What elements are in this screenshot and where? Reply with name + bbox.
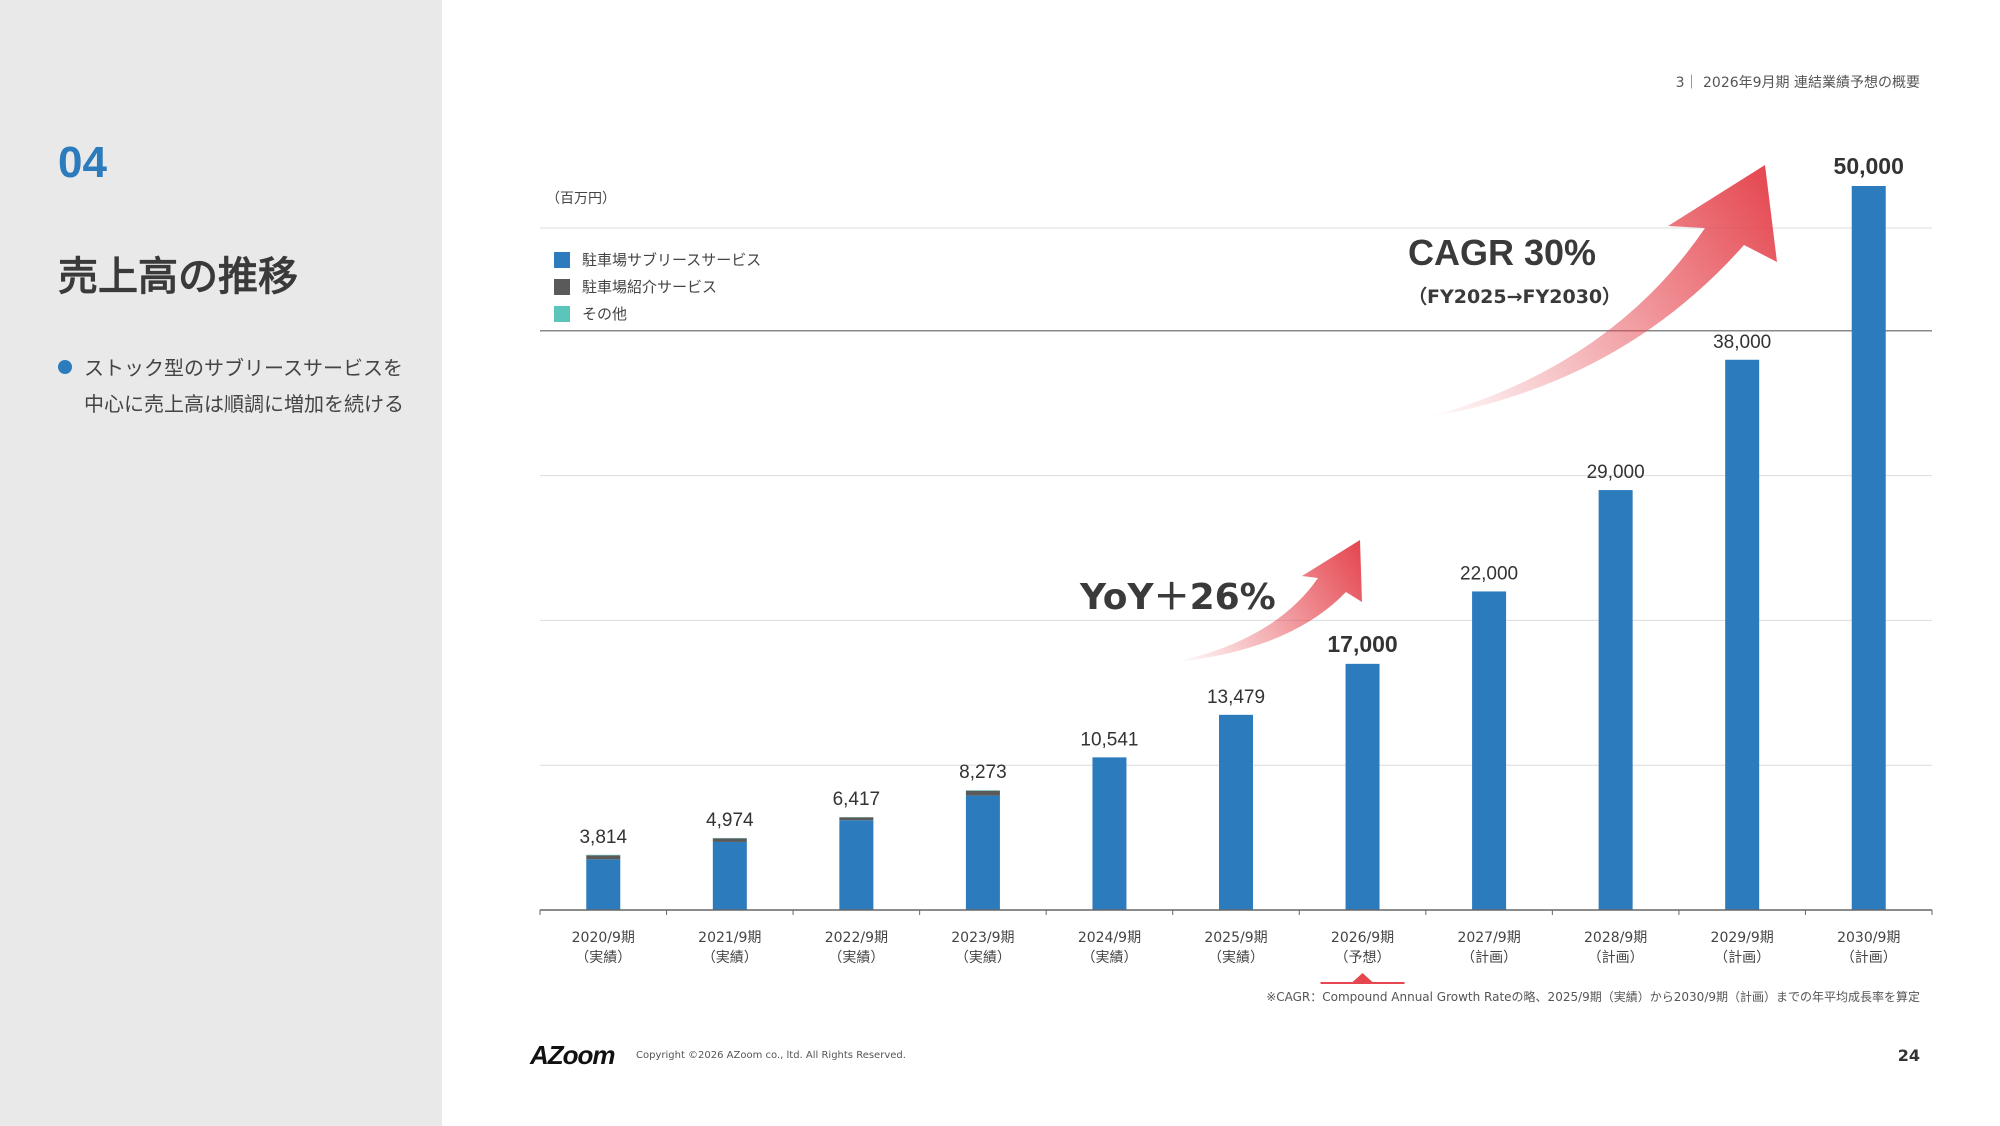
legend-item-sublease: 駐車場サブリースサービス — [554, 246, 761, 273]
x-tick-label: 2021/9期 — [698, 930, 761, 946]
bar-segment — [1472, 591, 1507, 910]
yoy-label: YoY＋26% — [1080, 577, 1276, 618]
bullet-dot-icon — [58, 360, 72, 374]
bar-segment — [586, 855, 621, 860]
bar-segment — [1725, 359, 1760, 910]
bar-value-label: 38,000 — [1713, 332, 1771, 353]
copyright: Copyright ©2026 AZoom co., ltd. All Righ… — [636, 1050, 906, 1061]
x-tick-label: 2029/9期 — [1711, 930, 1774, 946]
x-tick-label: 2026/9期 — [1331, 930, 1394, 946]
bar-value-label: 8,273 — [959, 762, 1007, 783]
unit-label: （百万円） — [546, 191, 616, 207]
legend: 駐車場サブリースサービス 駐車場紹介サービス その他 — [554, 246, 761, 327]
bar-value-label: 22,000 — [1460, 563, 1518, 584]
x-tick-label: 2030/9期 — [1837, 930, 1900, 946]
bar-value-label: 3,814 — [579, 827, 627, 848]
x-tick-label: （計画） — [1461, 950, 1517, 966]
x-tick-label: （実績） — [1208, 950, 1264, 966]
legend-swatch — [554, 278, 570, 295]
x-tick-label: 2028/9期 — [1584, 930, 1647, 946]
bar-segment — [1219, 714, 1253, 910]
bar-segment — [965, 795, 1000, 910]
bullet-text: ストック型のサブリースサービスを中心に売上高は順調に増加を続ける — [84, 356, 404, 416]
bar-segment — [1345, 663, 1380, 910]
bar-value-label: 17,000 — [1327, 631, 1397, 657]
page-header: 3｜ 2026年9月期 連結業績予想の概要 — [1675, 75, 1920, 91]
bar-value-label: 13,479 — [1207, 687, 1265, 708]
x-tick-label: （予想） — [1335, 950, 1391, 966]
x-tick-label: 2020/9期 — [572, 930, 635, 946]
bar-value-label: 6,417 — [833, 789, 881, 810]
x-tick-label: （計画） — [1714, 950, 1770, 966]
legend-swatch — [554, 305, 570, 322]
sidebar: 04 売上高の推移 ストック型のサブリースサービスを中心に売上高は順調に増加を続… — [0, 0, 442, 1126]
bar-segment — [839, 820, 874, 910]
bar-value-label: 10,541 — [1080, 729, 1138, 750]
bar-segment — [965, 790, 1000, 796]
x-tick-label: （実績） — [1081, 950, 1137, 966]
cagr-title: CAGR 30% — [1408, 232, 1597, 273]
bar-segment — [712, 838, 747, 842]
x-tick-label: 2024/9期 — [1078, 930, 1141, 946]
legend-label: 駐車場サブリースサービス — [582, 251, 762, 269]
bar-segment — [839, 817, 874, 821]
x-tick-label: 2027/9期 — [1457, 930, 1520, 946]
bar-segment — [1598, 490, 1633, 910]
bar-segment — [1092, 757, 1127, 910]
page-number: 24 — [1897, 1046, 1920, 1065]
bar-value-label: 50,000 — [1834, 153, 1904, 179]
x-tick-label: （計画） — [1588, 950, 1644, 966]
x-tick-label: 2022/9期 — [825, 930, 888, 946]
bar-value-label: 29,000 — [1587, 462, 1645, 483]
company-logo: AZoom — [530, 1040, 616, 1070]
x-tick-label: （実績） — [828, 950, 884, 966]
x-tick-label: （計画） — [1841, 950, 1897, 966]
legend-item-referral: 駐車場紹介サービス — [554, 273, 761, 300]
cagr-subtitle: （FY2025→FY2030） — [1408, 286, 1622, 308]
x-tick-label: （実績） — [702, 950, 758, 966]
legend-swatch — [554, 251, 570, 268]
bullet-point: ストック型のサブリースサービスを中心に売上高は順調に増加を続ける — [58, 350, 414, 422]
x-tick-label: （実績） — [955, 950, 1011, 966]
bar-segment — [712, 841, 747, 910]
yoy-arrow-icon — [1175, 540, 1362, 662]
bar-value-label: 4,974 — [706, 810, 754, 831]
section-number: 04 — [58, 138, 107, 187]
x-tick-label: 2023/9期 — [951, 930, 1014, 946]
x-tick-label: （実績） — [575, 950, 631, 966]
footnote: ※CAGR：Compound Annual Growth Rateの略、2025… — [1266, 990, 1920, 1004]
legend-label: 駐車場紹介サービス — [582, 278, 718, 296]
legend-label: その他 — [582, 305, 628, 323]
x-tick-label: 2025/9期 — [1204, 930, 1267, 946]
highlight-triangle-icon — [1351, 973, 1374, 983]
section-title: 売上高の推移 — [58, 254, 298, 300]
bar-segment — [1851, 186, 1886, 910]
legend-item-other: その他 — [554, 300, 761, 327]
bar-segment — [586, 859, 621, 910]
cagr-arrow-icon — [1425, 165, 1777, 418]
